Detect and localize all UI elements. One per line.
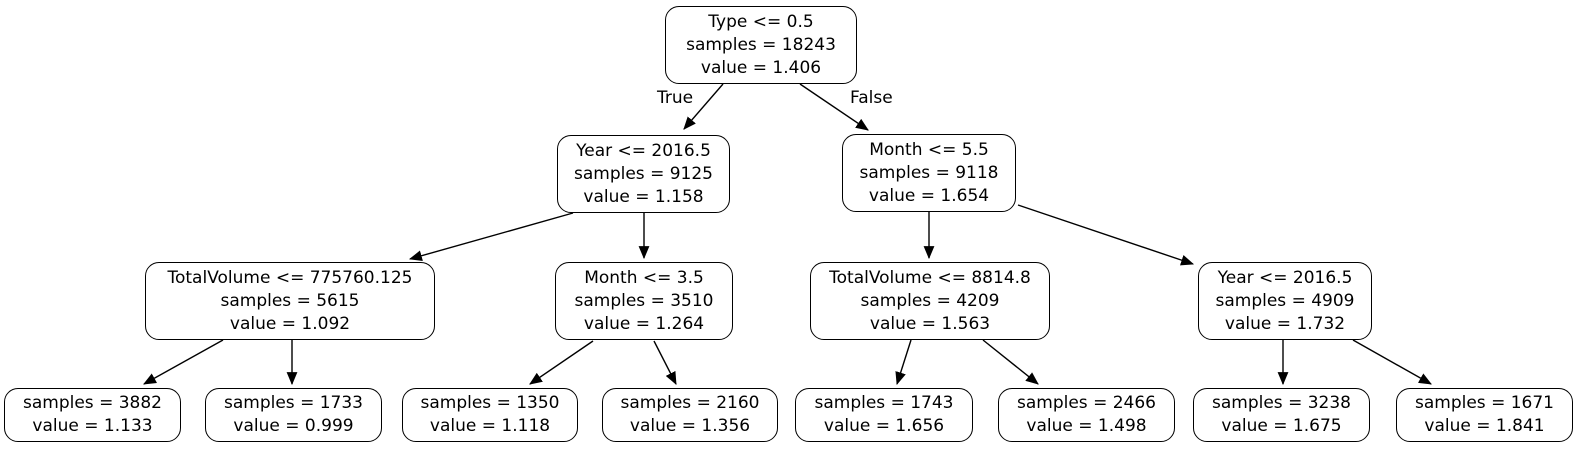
node-samples: samples = 3882	[23, 393, 162, 413]
node-value: value = 1.158	[583, 186, 704, 207]
node-condition: Month <= 5.5	[869, 139, 989, 160]
edge-r-to-rr	[1017, 204, 1195, 266]
node-value: value = 1.356	[629, 416, 751, 436]
node-value: value = 1.133	[32, 416, 153, 436]
node-samples: samples = 4909	[1215, 290, 1355, 311]
tree-leaf-3: samples = 1350 value = 1.118	[402, 388, 578, 442]
tree-leaf-8: samples = 1671 value = 1.841	[1396, 388, 1573, 442]
node-value: value = 1.264	[583, 313, 705, 334]
node-samples: samples = 1743	[814, 393, 954, 413]
tree-leaf-1: samples = 3882 value = 1.133	[4, 388, 181, 442]
node-samples: samples = 1733	[224, 393, 363, 413]
node-samples: samples = 5615	[220, 290, 360, 311]
node-value: value = 1.092	[229, 313, 351, 334]
node-condition: TotalVolume <= 8814.8	[829, 267, 1031, 288]
edge-ll-to-lll	[143, 339, 224, 385]
node-value: value = 1.654	[868, 185, 990, 206]
tree-leaf-7: samples = 3238 value = 1.675	[1193, 388, 1370, 442]
tree-leaf-2: samples = 1733 value = 0.999	[205, 388, 382, 442]
node-samples: samples = 1671	[1415, 393, 1554, 413]
node-samples: samples = 18243	[686, 34, 836, 55]
tree-node-month-mid: Month <= 3.5 samples = 3510 value = 1.26…	[555, 262, 733, 340]
node-value: value = 1.406	[700, 57, 822, 78]
edge-rr-to-rrr	[1352, 339, 1432, 385]
tree-node-year-right: Year <= 2016.5 samples = 4909 value = 1.…	[1198, 262, 1372, 340]
edge-lr-to-lrr	[653, 340, 677, 385]
edge-root-to-right	[799, 83, 869, 131]
node-value: value = 1.118	[429, 416, 551, 436]
tree-leaf-5: samples = 1743 value = 1.656	[795, 388, 973, 442]
node-condition: TotalVolume <= 775760.125	[167, 267, 413, 288]
tree-node-month-right: Month <= 5.5 samples = 9118 value = 1.65…	[842, 134, 1016, 212]
node-samples: samples = 2466	[1017, 393, 1156, 413]
edge-rl-to-rll	[895, 339, 912, 386]
node-value: value = 1.563	[869, 313, 991, 334]
node-condition: Year <= 2016.5	[1217, 267, 1353, 288]
edge-l-to-ll	[408, 212, 574, 261]
node-condition: Type <= 0.5	[708, 11, 814, 32]
node-samples: samples = 3238	[1212, 393, 1351, 413]
node-samples: samples = 9125	[574, 163, 713, 184]
node-condition: Month <= 3.5	[584, 267, 704, 288]
tree-node-year-left: Year <= 2016.5 samples = 9125 value = 1.…	[557, 135, 730, 213]
node-value: value = 1.656	[823, 416, 945, 436]
node-samples: samples = 2160	[620, 393, 760, 413]
node-value: value = 1.732	[1224, 313, 1346, 334]
edge-label-true: True	[657, 88, 694, 108]
node-samples: samples = 3510	[574, 290, 714, 311]
tree-node-root: Type <= 0.5 samples = 18243 value = 1.40…	[665, 6, 857, 84]
edge-label-false: False	[850, 88, 893, 108]
node-samples: samples = 4209	[860, 290, 1000, 311]
edge-lr-to-lrl	[529, 340, 594, 385]
node-samples: samples = 9118	[859, 162, 999, 183]
edge-root-to-left	[683, 83, 724, 130]
tree-node-totalvolume-left: TotalVolume <= 775760.125 samples = 5615…	[145, 262, 435, 340]
node-value: value = 1.841	[1424, 416, 1545, 436]
node-samples: samples = 1350	[420, 393, 560, 413]
edge-rl-to-rlr	[982, 339, 1039, 385]
tree-node-totalvolume-right: TotalVolume <= 8814.8 samples = 4209 val…	[810, 262, 1050, 340]
tree-leaf-4: samples = 2160 value = 1.356	[602, 388, 778, 442]
node-value: value = 1.498	[1026, 416, 1147, 436]
tree-leaf-6: samples = 2466 value = 1.498	[998, 388, 1175, 442]
node-value: value = 0.999	[233, 416, 354, 436]
node-condition: Year <= 2016.5	[576, 140, 711, 161]
node-value: value = 1.675	[1221, 416, 1342, 436]
